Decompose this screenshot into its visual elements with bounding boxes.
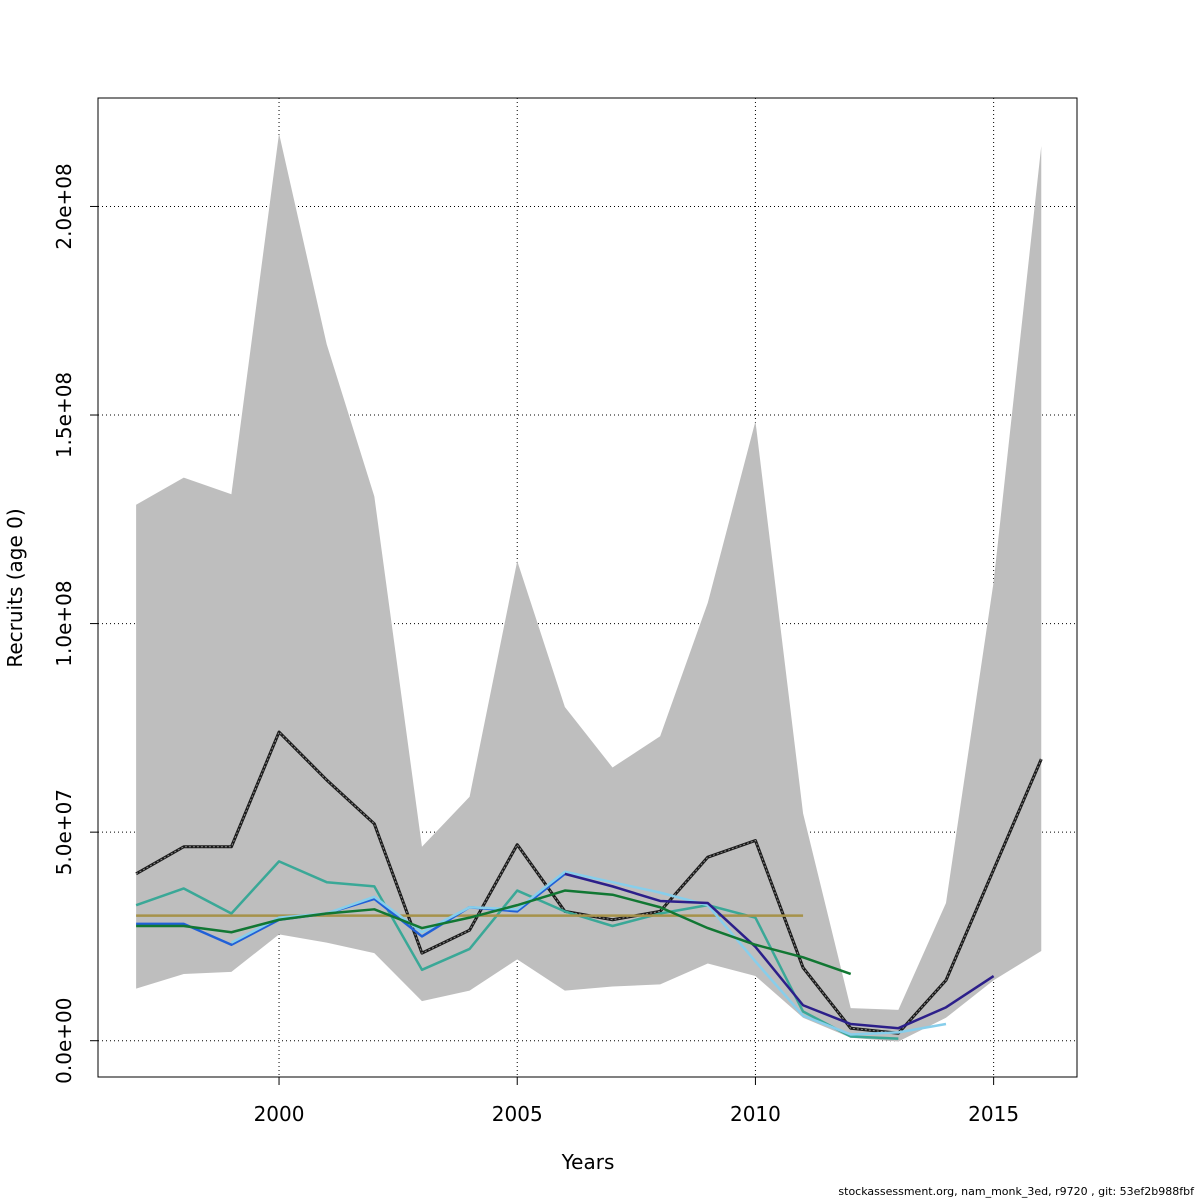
series-line-4 bbox=[230, 870, 947, 1036]
footer-text: stockassessment.org, nam_monk_3ed, r9720… bbox=[838, 1185, 1194, 1198]
y-tick-label-0: 0.0e+00 bbox=[52, 998, 76, 1084]
x-tick-label-1: 2005 bbox=[492, 1102, 543, 1126]
y-tick-label-3: 1.5e+08 bbox=[52, 372, 76, 458]
y-tick-label-4: 2.0e+08 bbox=[52, 163, 76, 249]
x-tick-label-3: 2015 bbox=[968, 1102, 1019, 1126]
confidence-band-layer bbox=[136, 133, 1042, 1042]
confidence-band bbox=[136, 133, 1042, 1042]
axes: 2000 2005 2010 2015 0.0e+00 5.0e+07 1.0e+08 1.5… bbox=[52, 163, 1019, 1126]
y-tick-label-1: 5.0e+07 bbox=[52, 789, 76, 875]
y-tick-label-2: 1.0e+08 bbox=[52, 580, 76, 666]
x-axis-title: Years bbox=[561, 1150, 615, 1174]
series-line-6 bbox=[136, 889, 852, 976]
series-line-5 bbox=[564, 872, 995, 1030]
series-layer bbox=[135, 730, 1043, 1040]
y-axis-title: Recruits (age 0) bbox=[3, 508, 27, 667]
x-tick-label-0: 2000 bbox=[254, 1102, 305, 1126]
x-tick-label-2: 2010 bbox=[730, 1102, 781, 1126]
